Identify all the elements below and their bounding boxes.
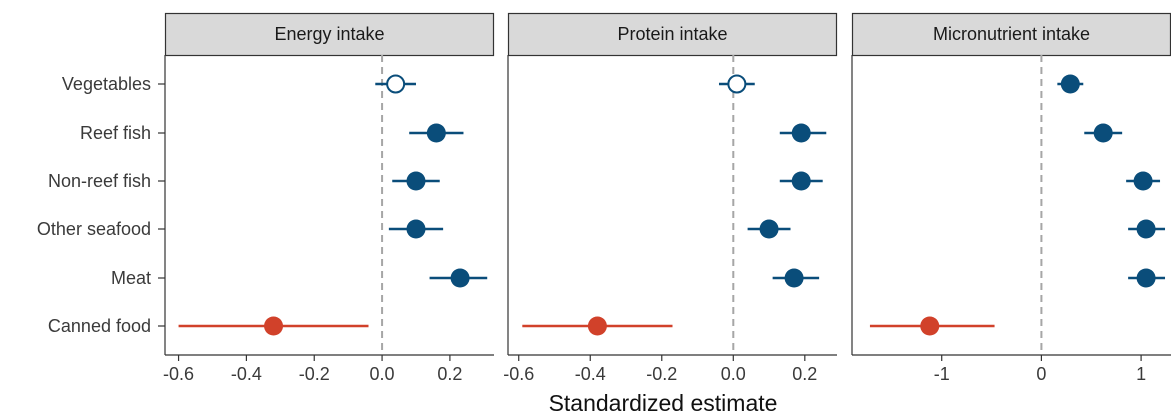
estimate-non-reef-fish	[779, 171, 823, 191]
point-estimate	[450, 268, 470, 288]
strip-header	[507, 12, 838, 57]
y-tick-label-non-reef-fish: Non-reef fish	[48, 171, 151, 191]
estimate-vegetables	[718, 74, 755, 94]
x-tick-label: 0.0	[370, 364, 395, 384]
point-estimate	[791, 171, 811, 191]
y-tick-label-reef-fish: Reef fish	[80, 123, 151, 143]
point-estimate	[1093, 123, 1113, 143]
strip-title: Micronutrient intake	[933, 24, 1090, 44]
y-axis-category-labels: Vegetables Reef fish Non-reef fish Other se…	[37, 74, 165, 336]
point-estimate	[264, 316, 284, 336]
point-estimate-nonsignificant	[727, 74, 747, 94]
x-tick-label: -0.4	[575, 364, 606, 384]
panel-protein-intake: Protein intake -0.6 -0.4 -0.2 0.0 0.2	[503, 12, 838, 384]
y-tick-label-vegetables: Vegetables	[62, 74, 151, 94]
estimate-meat	[429, 268, 488, 288]
estimate-reef-fish	[1084, 123, 1123, 143]
x-tick-label: 0.2	[437, 364, 462, 384]
x-axis-title: Standardized estimate	[549, 390, 778, 416]
estimate-reef-fish	[779, 123, 827, 143]
point-estimate	[587, 316, 607, 336]
point-estimate	[1136, 219, 1156, 239]
point-estimate	[1136, 268, 1156, 288]
estimate-non-reef-fish	[392, 171, 440, 191]
x-tick-label: 0.0	[721, 364, 746, 384]
y-tick-label-meat: Meat	[111, 268, 151, 288]
estimate-other-seafood	[388, 219, 444, 239]
point-estimate	[406, 219, 426, 239]
estimate-vegetables	[375, 74, 416, 94]
estimate-canned-food	[869, 316, 995, 336]
point-estimate	[791, 123, 811, 143]
panel-energy-intake: Energy intake -0.6 -0.4 -0.2 0.0 0.2	[163, 12, 495, 384]
point-estimate	[759, 219, 779, 239]
point-estimate	[920, 316, 940, 336]
estimate-meat	[1128, 268, 1166, 288]
panel-micronutrient-intake: Micronutrient intake -1 0 1	[851, 12, 1171, 384]
x-tick-label: 1	[1136, 364, 1146, 384]
strip-header	[164, 12, 495, 57]
estimate-vegetables	[1057, 74, 1084, 94]
estimate-other-seafood	[747, 219, 791, 239]
x-tick-label: 0	[1036, 364, 1046, 384]
estimate-non-reef-fish	[1126, 171, 1161, 191]
x-tick-label: -0.2	[299, 364, 330, 384]
strip-header	[851, 12, 1171, 57]
y-tick-label-canned-food: Canned food	[48, 316, 151, 336]
y-tick-label-other-seafood: Other seafood	[37, 219, 151, 239]
x-tick-label: 0.2	[792, 364, 817, 384]
estimate-other-seafood	[1128, 219, 1166, 239]
strip-title: Energy intake	[274, 24, 384, 44]
estimate-meat	[772, 268, 820, 288]
strip-title: Protein intake	[617, 24, 727, 44]
x-tick-label: -0.4	[231, 364, 262, 384]
estimate-canned-food	[178, 316, 369, 336]
x-tick-label: -0.6	[163, 364, 194, 384]
point-estimate	[406, 171, 426, 191]
point-estimate	[426, 123, 446, 143]
x-tick-label: -0.6	[503, 364, 534, 384]
point-estimate-nonsignificant	[386, 74, 406, 94]
estimate-canned-food	[522, 316, 673, 336]
estimate-reef-fish	[409, 123, 464, 143]
point-estimate	[784, 268, 804, 288]
x-tick-label: -1	[934, 364, 950, 384]
x-tick-label: -0.2	[646, 364, 677, 384]
point-estimate	[1133, 171, 1153, 191]
point-estimate	[1060, 74, 1080, 94]
